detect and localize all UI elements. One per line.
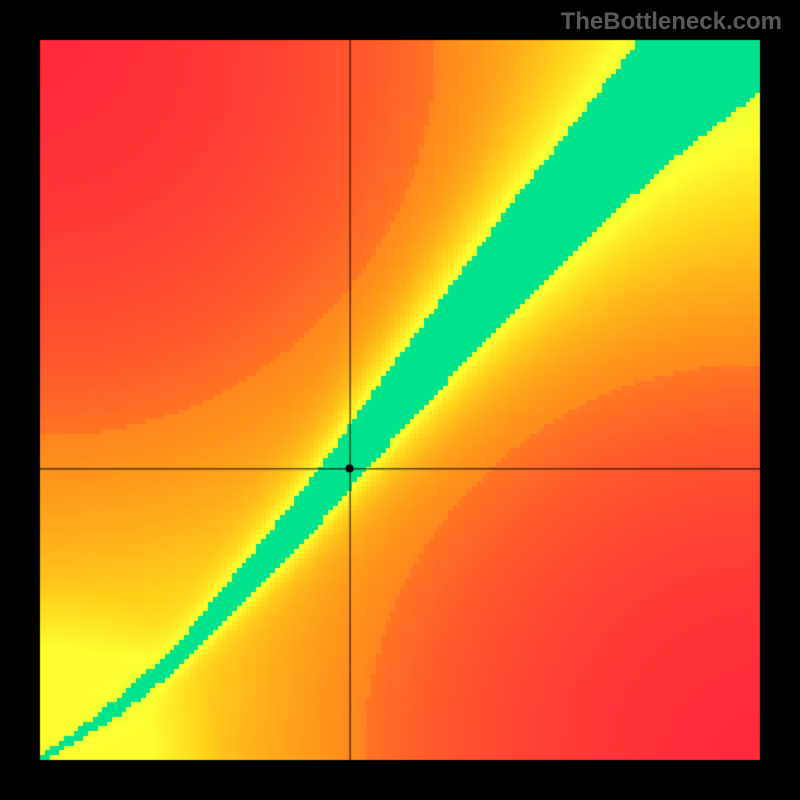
crosshair-overlay: [0, 0, 800, 800]
watermark-text: TheBottleneck.com: [561, 8, 782, 36]
